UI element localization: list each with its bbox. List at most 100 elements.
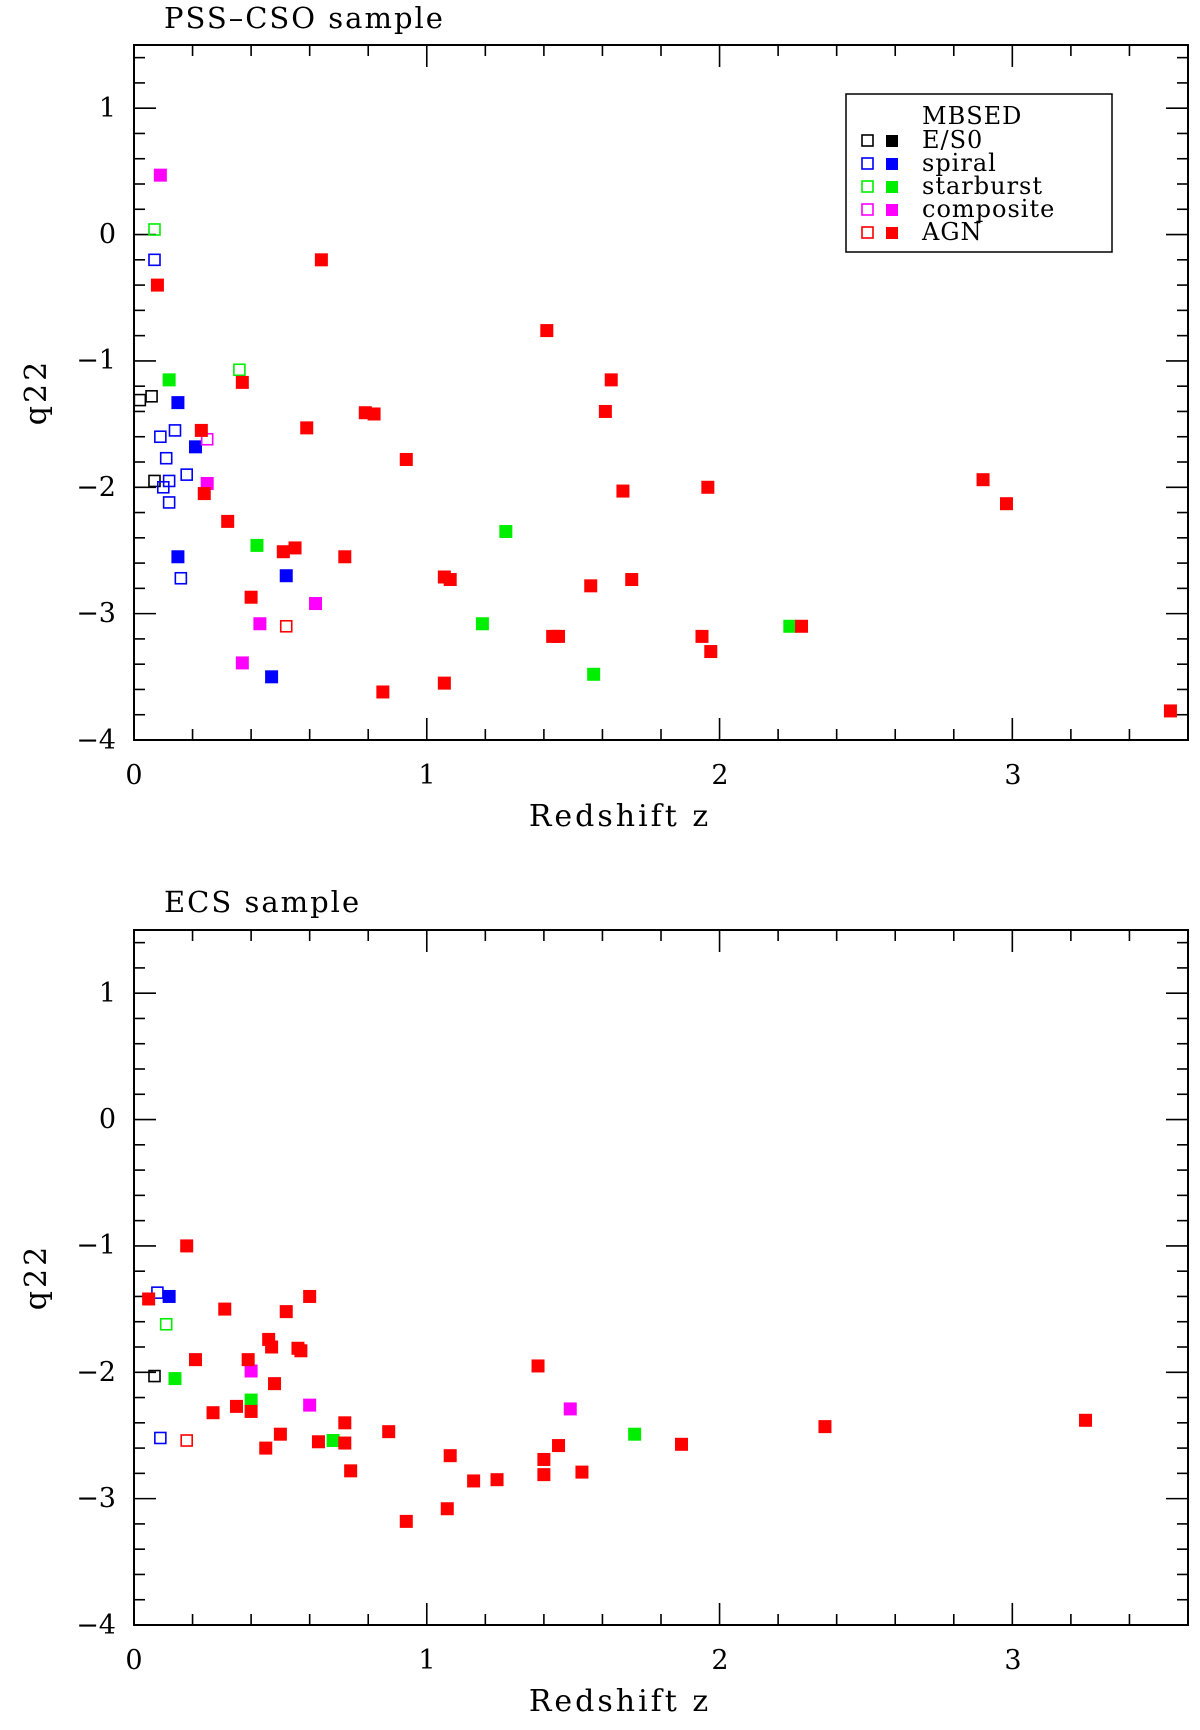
x-tick-label: 0 (125, 1645, 142, 1676)
point-agn-filled (273, 1427, 287, 1441)
point-agn-filled (443, 573, 457, 587)
point-agn-filled (241, 1353, 255, 1367)
x-tick-label: 3 (1004, 1645, 1021, 1676)
point-agn-filled (537, 1468, 551, 1482)
point-agn-filled (443, 1449, 457, 1463)
point-agn-filled (1163, 704, 1177, 718)
y-tick-label: −1 (76, 1230, 116, 1261)
point-starburst-filled (250, 538, 264, 552)
tick-marks (133, 930, 1189, 1626)
point-spiral-open (154, 1431, 167, 1445)
legend-open-marker (861, 180, 874, 193)
point-agn-filled (490, 1473, 504, 1487)
point-agn-filled (276, 545, 290, 559)
point-agn-filled (265, 1340, 279, 1354)
point-starburst-open (233, 363, 246, 377)
point-agn-filled (440, 1502, 454, 1516)
panel-pss-cso: PSS–CSO sample 0 1 2 3 1 0 −1 −2 −3 −4 R… (19, 1, 1189, 834)
point-agn-filled (218, 1302, 232, 1316)
point-agn-filled (338, 1416, 352, 1430)
y-axis-label: q22 (19, 1244, 54, 1310)
legend-entry: AGN (861, 218, 983, 246)
legend-title: MBSED (922, 102, 1022, 130)
y-axis-label: q22 (19, 359, 54, 425)
panel-title: PSS–CSO sample (164, 1, 445, 35)
point-spiral-open (156, 480, 170, 494)
y-tick-label: 1 (99, 978, 116, 1009)
y-tick-label: −3 (76, 1483, 116, 1514)
point-agn-filled (818, 1420, 832, 1434)
legend-filled-marker (886, 204, 898, 216)
point-agn-filled (437, 676, 451, 690)
point-agn-filled (268, 1377, 282, 1391)
point-agn-filled (704, 645, 718, 659)
x-axis-label: Redshift z (529, 1684, 711, 1719)
point-agn-filled (795, 619, 809, 633)
tick-marks (133, 45, 1189, 741)
legend-entry: starburst (861, 172, 1042, 200)
point-agn-filled (616, 484, 630, 498)
legend-entry: spiral (861, 149, 996, 177)
y-tick-label: 0 (99, 1104, 116, 1135)
point-agn-filled (999, 497, 1013, 511)
point-starburst-filled (783, 619, 797, 633)
point-agn-filled (695, 629, 709, 643)
point-agn-open (180, 1434, 193, 1447)
point-agn-filled (382, 1425, 396, 1439)
point-starburst-open (159, 1317, 173, 1331)
point-composite-filled (253, 617, 267, 631)
point-agn-filled (1079, 1413, 1093, 1427)
point-agn-filled (221, 514, 235, 528)
point-agn-filled (976, 473, 990, 487)
point-agn-filled (575, 1465, 589, 1479)
x-tick-labels: 0 1 2 3 (125, 760, 1021, 791)
point-starburst-filled (168, 1372, 182, 1386)
point-agn-filled (701, 480, 715, 494)
plot-frame (133, 929, 1189, 1626)
y-tick-label: −4 (76, 725, 116, 756)
point-agn-filled (150, 278, 164, 292)
point-agn-filled (188, 1353, 202, 1367)
point-starburst-filled (326, 1434, 340, 1448)
point-spiral-open (174, 571, 188, 585)
point-agn-filled (344, 1464, 358, 1478)
point-agn-filled (604, 373, 618, 387)
data-points (142, 1239, 1093, 1528)
point-agn-filled (552, 629, 566, 643)
point-composite-filled (303, 1398, 317, 1412)
point-spiral-filled (171, 396, 185, 410)
point-agn-filled (376, 685, 390, 699)
point-spiral-open (159, 451, 173, 465)
legend-box (845, 93, 1113, 253)
legend-filled-marker (886, 181, 898, 193)
y-tick-label: −2 (76, 1357, 116, 1388)
y-tick-label: −4 (76, 1610, 116, 1641)
point-spiral-filled (162, 1289, 176, 1303)
point-e-s0-open (133, 393, 147, 407)
legend-label: AGN (921, 218, 983, 246)
point-e-s0-open (145, 389, 158, 403)
point-e-s0-open (148, 1369, 161, 1383)
legend-open-marker (861, 226, 874, 239)
point-agn-filled (311, 1435, 325, 1449)
legend-open-marker (861, 157, 874, 170)
y-tick-label: −1 (76, 345, 116, 376)
legend-filled-marker (886, 135, 898, 147)
point-agn-filled (235, 375, 249, 389)
point-spiral-filled (188, 440, 202, 454)
point-starburst-filled (162, 373, 176, 387)
point-spiral-open (148, 253, 161, 267)
point-e-s0-open (148, 474, 161, 488)
y-tick-label: 1 (99, 93, 116, 124)
legend-entry: composite (861, 195, 1054, 223)
point-agn-filled (180, 1239, 194, 1253)
y-tick-label: 0 (99, 219, 116, 250)
y-tick-label: −3 (76, 598, 116, 629)
point-starburst-open (148, 223, 161, 236)
x-tick-label: 2 (711, 1645, 728, 1676)
point-agn-filled (288, 541, 302, 555)
point-spiral-filled (265, 670, 279, 684)
x-axis-label: Redshift z (529, 799, 711, 834)
point-agn-filled (244, 1404, 258, 1418)
